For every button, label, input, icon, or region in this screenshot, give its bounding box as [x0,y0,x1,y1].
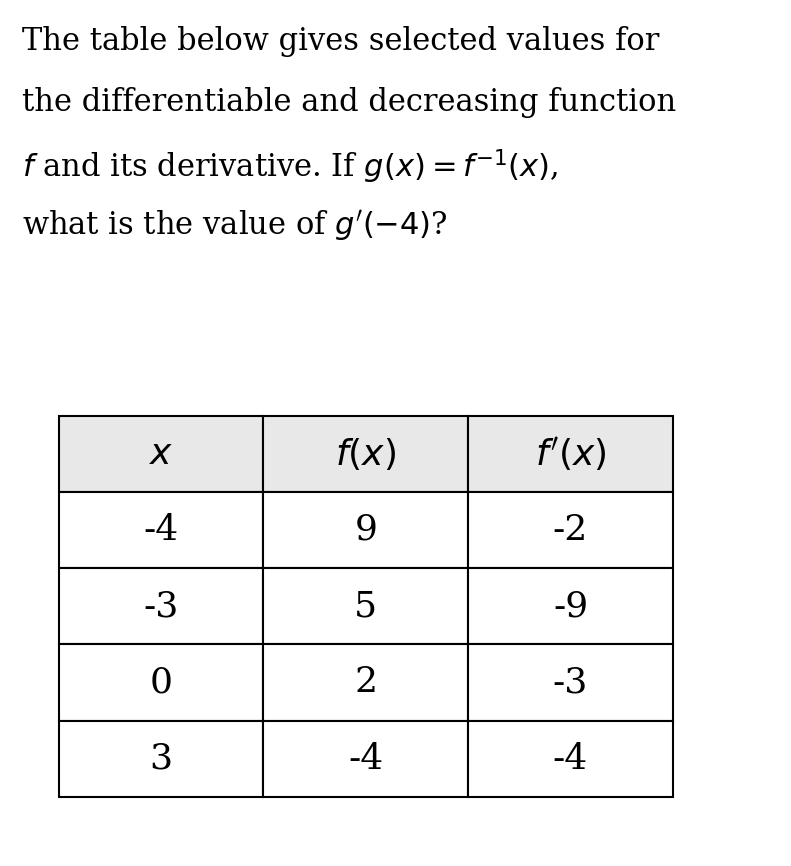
Text: 0: 0 [149,665,172,700]
FancyBboxPatch shape [263,721,468,797]
Text: the differentiable and decreasing function: the differentiable and decreasing functi… [22,87,676,118]
Text: -3: -3 [143,589,179,624]
Text: -4: -4 [348,741,384,776]
Text: The table below gives selected values for: The table below gives selected values fo… [22,26,660,57]
Text: -2: -2 [553,513,588,547]
Text: 9: 9 [354,513,377,547]
Text: -4: -4 [553,741,588,776]
FancyBboxPatch shape [468,568,673,644]
Text: 3: 3 [149,741,172,776]
Text: what is the value of $g'(-4)$?: what is the value of $g'(-4)$? [22,208,448,242]
FancyBboxPatch shape [59,568,263,644]
FancyBboxPatch shape [59,492,263,568]
Text: $f(x)$: $f(x)$ [335,436,396,472]
Text: -3: -3 [553,665,589,700]
FancyBboxPatch shape [59,721,263,797]
FancyBboxPatch shape [59,644,263,721]
FancyBboxPatch shape [263,416,468,492]
Text: $f$ and its derivative. If $g(x) = f^{-1}(x)$,: $f$ and its derivative. If $g(x) = f^{-1… [22,147,558,185]
FancyBboxPatch shape [468,721,673,797]
Text: 5: 5 [354,589,377,624]
Text: -4: -4 [143,513,179,547]
Text: $f'(x)$: $f'(x)$ [535,435,607,473]
FancyBboxPatch shape [263,492,468,568]
FancyBboxPatch shape [263,644,468,721]
Text: 2: 2 [354,665,377,700]
FancyBboxPatch shape [468,644,673,721]
FancyBboxPatch shape [59,416,263,492]
Text: -9: -9 [553,589,588,624]
FancyBboxPatch shape [468,492,673,568]
Text: $x$: $x$ [149,436,173,471]
FancyBboxPatch shape [263,568,468,644]
FancyBboxPatch shape [468,416,673,492]
